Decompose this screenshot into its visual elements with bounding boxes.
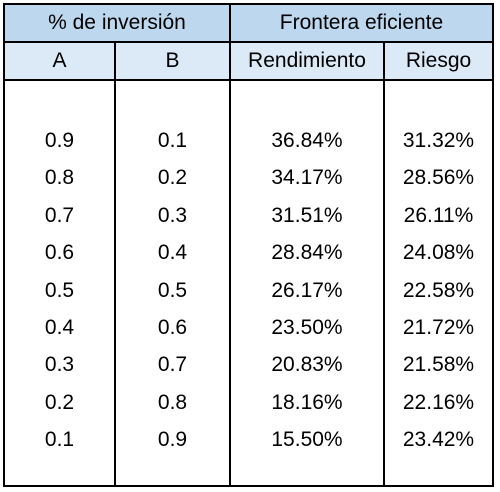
cell-a: 0.6 <box>44 241 75 265</box>
cell-rendimiento: 23.50% <box>271 316 343 339</box>
cell-riesgo: 26.11% <box>403 203 474 227</box>
cell-b: 0.1 <box>157 129 188 152</box>
cell-riesgo: 21.72% <box>402 316 475 339</box>
header-bottom-divider <box>3 79 494 81</box>
column-divider-a-b <box>114 41 116 487</box>
cell-a: 0.1 <box>44 428 75 452</box>
group-divider <box>229 3 231 487</box>
cell-riesgo: 21.58% <box>402 353 475 377</box>
cell-riesgo: 22.58% <box>402 278 475 302</box>
cell-rendimiento: 26.17% <box>271 278 343 302</box>
cell-a: 0.7 <box>44 203 75 227</box>
cell-a: 0.2 <box>44 390 75 414</box>
cell-rendimiento: 36.84% <box>271 129 343 152</box>
group-header-inversion: % de inversión <box>48 11 186 34</box>
cell-riesgo: 31.32% <box>402 129 475 152</box>
cell-b: 0.2 <box>157 166 188 190</box>
cell-rendimiento: 31.51% <box>271 203 343 227</box>
cell-riesgo: 22.16% <box>402 390 475 414</box>
group-header-frontera: Frontera eficiente <box>279 11 444 34</box>
cell-rendimiento: 34.17% <box>271 166 343 190</box>
cell-b: 0.4 <box>157 241 188 265</box>
cell-b: 0.9 <box>157 428 188 452</box>
header-column-row <box>5 43 492 79</box>
column-header-riesgo: Riesgo <box>405 49 472 72</box>
cell-a: 0.3 <box>44 353 75 377</box>
header-divider <box>3 41 494 43</box>
cell-a: 0.8 <box>44 166 75 190</box>
header-group-row <box>5 5 492 41</box>
cell-b: 0.3 <box>157 203 188 227</box>
cell-riesgo: 23.42% <box>402 428 475 452</box>
cell-rendimiento: 18.16% <box>271 390 343 414</box>
column-divider-rend-riesgo <box>383 41 385 487</box>
table-border <box>3 3 494 487</box>
cell-b: 0.5 <box>157 278 188 302</box>
cell-a: 0.5 <box>44 278 75 302</box>
column-header-b: B <box>165 49 180 72</box>
cell-riesgo: 28.56% <box>402 166 475 190</box>
cell-a: 0.4 <box>44 316 75 339</box>
cell-b: 0.6 <box>157 316 188 339</box>
cell-riesgo: 24.08% <box>402 241 475 265</box>
cell-b: 0.7 <box>157 353 188 377</box>
cell-rendimiento: 28.84% <box>271 241 343 265</box>
column-header-a: A <box>52 49 67 72</box>
cell-a: 0.9 <box>44 129 75 152</box>
cell-rendimiento: 20.83% <box>271 353 343 377</box>
column-header-rendimiento: Rendimiento <box>248 49 366 72</box>
cell-b: 0.8 <box>157 390 188 414</box>
cell-rendimiento: 15.50% <box>271 428 343 452</box>
